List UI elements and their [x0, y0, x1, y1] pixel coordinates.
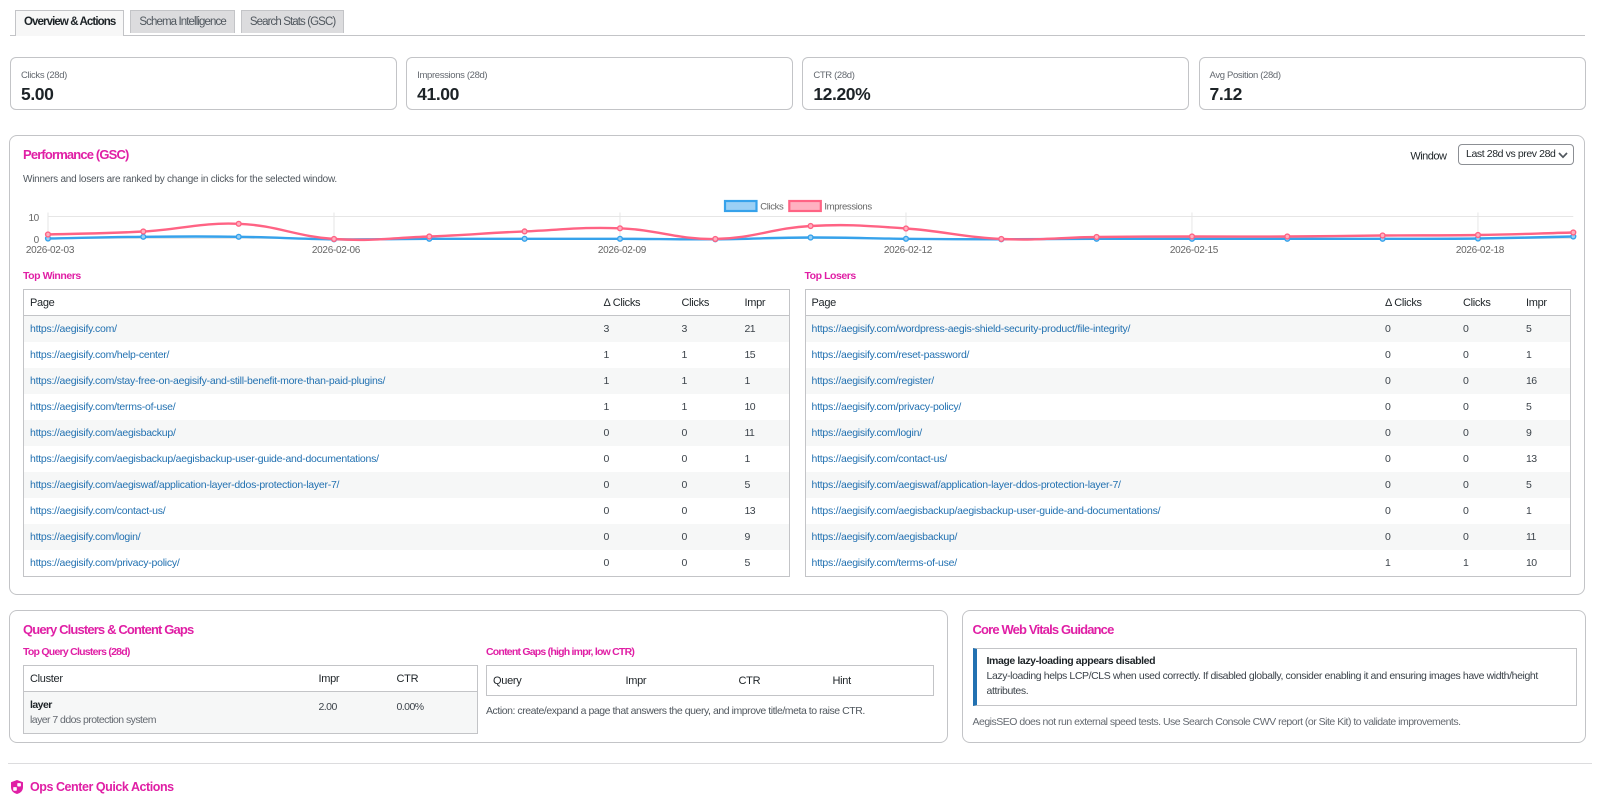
svg-text:Clicks: Clicks: [760, 202, 784, 213]
svg-text:2026-02-15: 2026-02-15: [1170, 245, 1219, 256]
svg-text:2026-02-18: 2026-02-18: [1456, 245, 1505, 256]
svg-text:10: 10: [28, 213, 39, 224]
svg-text:2026-02-06: 2026-02-06: [312, 245, 361, 256]
svg-text:0: 0: [34, 235, 40, 246]
svg-text:2026-02-12: 2026-02-12: [884, 245, 933, 256]
svg-text:2026-02-09: 2026-02-09: [598, 245, 647, 256]
svg-text:Impressions: Impressions: [824, 202, 872, 213]
svg-text:2026-02-03: 2026-02-03: [26, 245, 75, 256]
